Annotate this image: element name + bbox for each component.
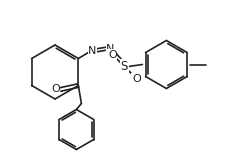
- Text: O: O: [51, 85, 60, 94]
- Text: O: O: [108, 50, 117, 59]
- Text: S: S: [121, 60, 128, 73]
- Text: N: N: [88, 46, 96, 56]
- Text: N: N: [106, 44, 115, 53]
- Text: O: O: [132, 74, 141, 83]
